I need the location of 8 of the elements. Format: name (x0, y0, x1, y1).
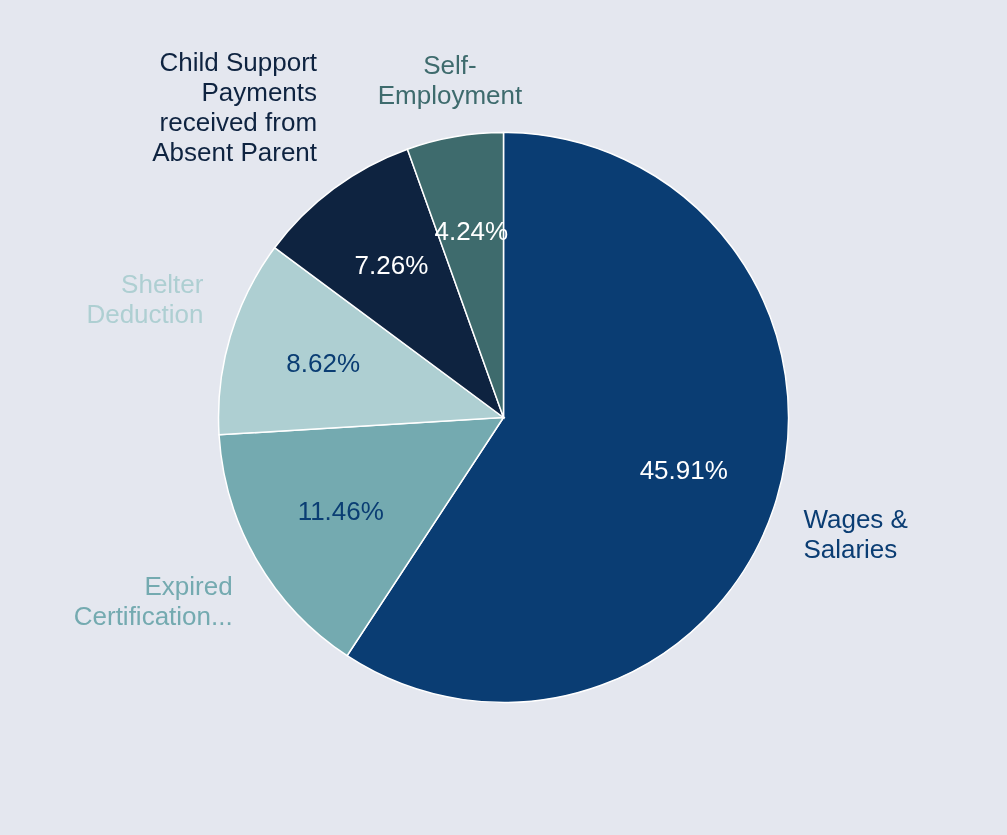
data-label: 7.26% (354, 250, 429, 281)
slice-label: Expired Certification... (73, 571, 233, 632)
data-label: 8.62% (286, 347, 361, 378)
data-label: 11.46% (297, 495, 384, 526)
slice-label: Wages & Salaries (803, 504, 908, 565)
data-label: 45.91% (639, 455, 728, 486)
slice-label: Child Support Payments received from Absent Parent (152, 47, 318, 168)
slice-label: Self-Employment (377, 50, 523, 111)
